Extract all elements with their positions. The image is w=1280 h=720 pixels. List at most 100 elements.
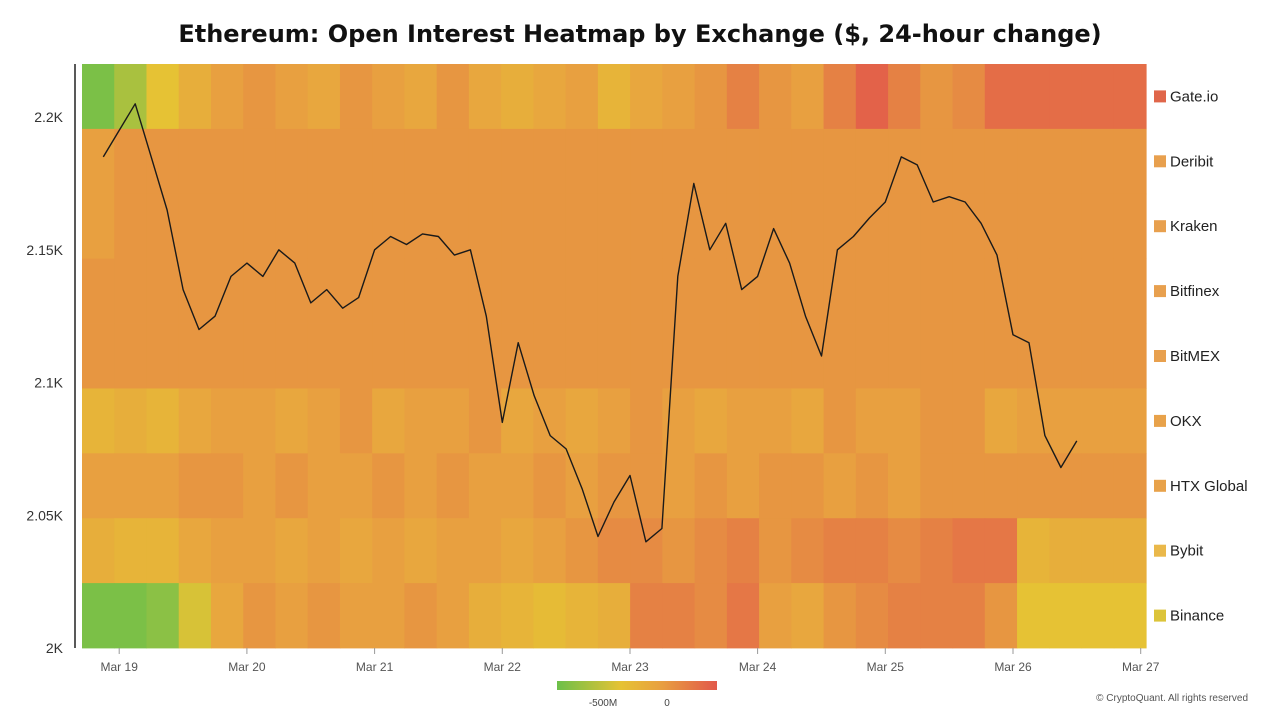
heatmap-cell [791,258,825,324]
legend-swatch-okx [1154,414,1166,427]
heatmap-cell [855,453,889,519]
heatmap-cell [630,583,663,649]
heatmap-cell [372,323,406,389]
heatmap-cell [307,583,341,649]
heatmap-cell [243,258,277,324]
heatmap-cell [694,128,728,195]
heatmap-cell [791,388,825,454]
heatmap-cell [952,64,986,130]
heatmap-rows [82,64,1147,649]
legend-label-gate-io: Gate.io [1170,88,1218,105]
heatmap-cell [533,258,567,324]
heatmap-cell [823,518,857,584]
heatmap-cell [436,258,470,324]
heatmap-cell [726,388,760,454]
heatmap-cell [243,128,277,195]
heatmap-cell [210,64,244,130]
heatmap-cell [920,64,954,130]
heatmap-cell [1081,518,1115,584]
heatmap-cell [726,323,760,389]
heatmap-cell [436,453,470,519]
heatmap-cell [1081,64,1115,130]
heatmap-row-bitfinex [82,258,1147,324]
heatmap-cell [662,128,696,195]
heatmap-cell [952,258,986,324]
heatmap-cell [501,453,534,519]
heatmap-cell [984,258,1018,324]
heatmap-cell [372,64,406,130]
heatmap-cell [597,388,631,454]
heatmap-cell [630,128,663,195]
heatmap-cell [339,193,373,260]
heatmap-cell [597,258,631,324]
heatmap-cell [823,323,857,389]
heatmap-cell [533,128,567,195]
heatmap-cell [694,323,728,389]
heatmap-cell [210,583,244,649]
heatmap-cell [952,453,986,519]
heatmap-cell [339,388,373,454]
y-tick-label: 2.15K [26,242,63,258]
heatmap-cell [339,323,373,389]
heatmap-cell [1049,583,1083,649]
legend-label-binance: Binance [1170,608,1224,625]
y-axis-ticks: 2.2K 2.15K 2.1K 2.05K 2K [26,109,63,656]
x-tick-label: Mar 27 [1122,660,1160,674]
heatmap-cell [759,258,792,324]
heatmap-cell [468,323,502,389]
heatmap-cell [436,583,470,649]
x-axis-ticks: Mar 19 Mar 20 Mar 21 Mar 22 Mar 23 Mar 24 Mar … [101,648,1160,674]
heatmap-cell [984,518,1018,584]
heatmap-cell [952,388,986,454]
heatmap-cell [952,583,986,649]
heatmap-cell [984,193,1018,260]
heatmap-cell [823,193,857,260]
heatmap-cell [210,453,244,519]
heatmap-cell [823,388,857,454]
heatmap-cell [114,323,148,389]
heatmap-cell [468,388,502,454]
heatmap-cell [82,518,115,584]
heatmap-cell [920,518,954,584]
heatmap-cell [1113,64,1147,130]
heatmap-cell [339,64,373,130]
heatmap-cell [372,583,406,649]
heatmap-cell [694,258,728,324]
heatmap-cell [1113,323,1147,389]
heatmap-cell [533,518,567,584]
heatmap-cell [630,453,663,519]
heatmap-cell [1081,323,1115,389]
heatmap-cell [888,64,921,130]
heatmap-cell [82,323,115,389]
heatmap-cell [1017,193,1050,260]
heatmap-cell [1049,64,1083,130]
heatmap-cell [307,518,341,584]
heatmap-cell [952,128,986,195]
heatmap-cell [275,518,309,584]
heatmap-cell [436,128,470,195]
heatmap-cell [1113,258,1147,324]
heatmap-cell [533,583,567,649]
heatmap-cell [1113,193,1147,260]
heatmap-cell [243,388,277,454]
heatmap-cell [855,518,889,584]
chart-title: Ethereum: Open Interest Heatmap by Excha… [178,20,1102,48]
heatmap-cell [597,193,631,260]
heatmap-cell [372,193,406,260]
heatmap-cell [791,128,825,195]
exchange-legend: Gate.io Deribit Kraken Bitfinex BitMEX OKX HTX… [1154,88,1248,625]
heatmap-cell [533,193,567,260]
heatmap-cell [726,583,760,649]
heatmap-cell [210,518,244,584]
color-scale-tick-zero: 0 [664,698,670,709]
heatmap-cell [82,193,115,260]
heatmap-cell [565,453,599,519]
heatmap-cell [1017,323,1050,389]
heatmap-cell [630,64,663,130]
heatmap-cell [114,388,148,454]
heatmap-cell [694,64,728,130]
heatmap-cell [146,258,180,324]
heatmap-cell [146,388,180,454]
heatmap-cell [114,258,148,324]
heatmap-cell [1017,518,1050,584]
